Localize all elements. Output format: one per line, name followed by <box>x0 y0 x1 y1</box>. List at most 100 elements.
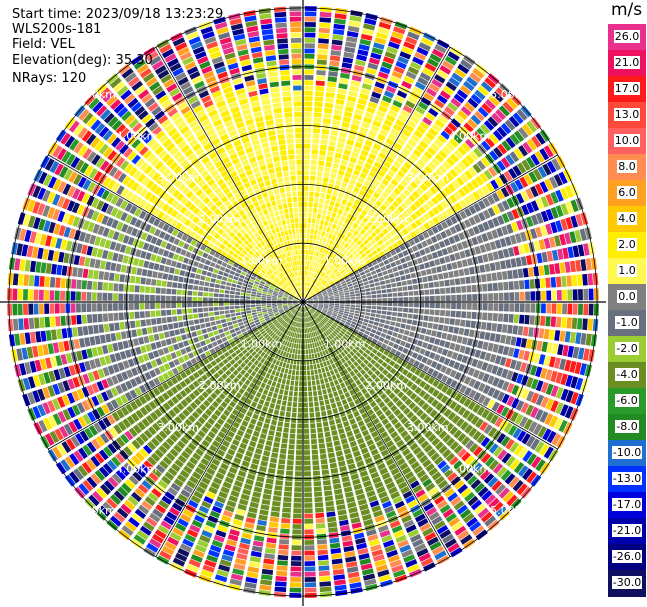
radar-gate <box>383 200 391 208</box>
radar-gate <box>361 167 370 175</box>
radar-gate <box>316 263 320 269</box>
radar-gate <box>308 282 311 288</box>
radar-gate <box>500 406 510 417</box>
radar-gate <box>470 178 480 189</box>
radar-gate <box>419 348 426 355</box>
radar-gate <box>582 318 588 331</box>
radar-gate <box>316 539 327 545</box>
radar-gate <box>533 353 541 364</box>
radar-gate <box>315 80 325 86</box>
radar-gate <box>350 296 356 300</box>
radar-gate <box>369 256 376 262</box>
radar-gate <box>350 10 363 17</box>
radar-gate <box>518 244 525 255</box>
radar-gate <box>342 481 352 488</box>
radar-gate <box>270 457 278 464</box>
radar-gate <box>323 307 328 310</box>
radar-gate <box>404 255 411 262</box>
radar-gate <box>459 250 466 259</box>
radar-gate <box>197 302 203 307</box>
radar-gate <box>356 334 362 339</box>
radar-gate <box>390 261 397 268</box>
radar-gate <box>513 130 525 142</box>
radar-gate <box>414 296 419 302</box>
radar-gate <box>329 462 338 469</box>
radar-gate <box>378 183 386 191</box>
radar-gate <box>337 208 344 215</box>
radar-gate <box>565 201 574 214</box>
radar-gate <box>268 521 279 528</box>
radar-gate <box>310 433 317 439</box>
radar-gate <box>293 497 302 503</box>
radar-gate <box>567 289 573 301</box>
radar-gate <box>407 138 417 148</box>
radar-gate <box>12 303 18 316</box>
radar-gate <box>256 308 262 312</box>
radar-gate <box>303 413 309 418</box>
radar-gate <box>361 121 370 129</box>
radar-gate <box>325 315 330 319</box>
radar-gate <box>373 278 379 283</box>
radar-gate <box>342 154 350 161</box>
radar-gate <box>23 303 28 315</box>
radar-gate <box>336 283 341 287</box>
radar-gate <box>564 331 571 343</box>
radar-gate <box>260 579 272 586</box>
radar-gate <box>291 550 302 556</box>
radar-gate <box>356 194 363 201</box>
radar-gate <box>304 101 313 107</box>
radar-gate <box>401 368 409 376</box>
radar-gate <box>136 328 143 337</box>
radar-gate <box>441 375 449 383</box>
radar-gate <box>303 439 310 445</box>
radar-gate <box>549 329 555 341</box>
radar-gate <box>492 343 499 353</box>
radar-gate <box>436 213 445 222</box>
radar-gate <box>170 337 177 344</box>
radar-gate <box>511 221 519 232</box>
radar-gate <box>419 140 429 149</box>
radar-gate <box>472 369 480 379</box>
radar-gate <box>378 71 389 80</box>
radar-gate <box>492 91 504 103</box>
radar-gate <box>292 407 297 413</box>
radar-gate <box>178 321 184 328</box>
radar-gate <box>334 279 339 284</box>
radar-gate <box>345 453 353 460</box>
radar-gate <box>348 90 358 98</box>
radar-gate <box>389 237 396 244</box>
radar-gate <box>304 90 313 96</box>
radar-gate <box>410 366 417 374</box>
radar-gate <box>525 404 534 416</box>
radar-gate <box>304 32 316 38</box>
radar-gate <box>373 355 380 362</box>
radar-gate <box>398 270 405 276</box>
radar-gate <box>320 286 325 291</box>
radar-gate <box>486 363 494 373</box>
radar-gate <box>344 294 350 298</box>
radar-gate <box>540 278 546 289</box>
radar-gate <box>496 227 504 237</box>
radar-gate <box>486 322 492 331</box>
radar-gate <box>472 256 479 265</box>
radar-gate <box>449 138 459 148</box>
radar-gate <box>327 256 332 262</box>
radar-gate <box>366 302 372 306</box>
radar-gate <box>304 281 307 287</box>
radar-gate <box>359 242 366 249</box>
radar-gate <box>291 412 297 418</box>
radar-gate <box>511 208 520 220</box>
radar-gate <box>304 508 313 514</box>
radar-gate <box>311 154 318 160</box>
radar-gate <box>446 157 456 167</box>
radar-gate <box>324 303 329 305</box>
radar-gate <box>575 213 584 227</box>
radar-gate <box>296 439 303 445</box>
radar-gate <box>489 353 497 363</box>
radar-gate <box>477 394 486 404</box>
radar-gate <box>316 59 327 65</box>
radar-gate <box>418 206 427 215</box>
radar-gate <box>334 488 343 495</box>
radar-gate <box>453 234 461 243</box>
radar-gate <box>323 296 329 299</box>
